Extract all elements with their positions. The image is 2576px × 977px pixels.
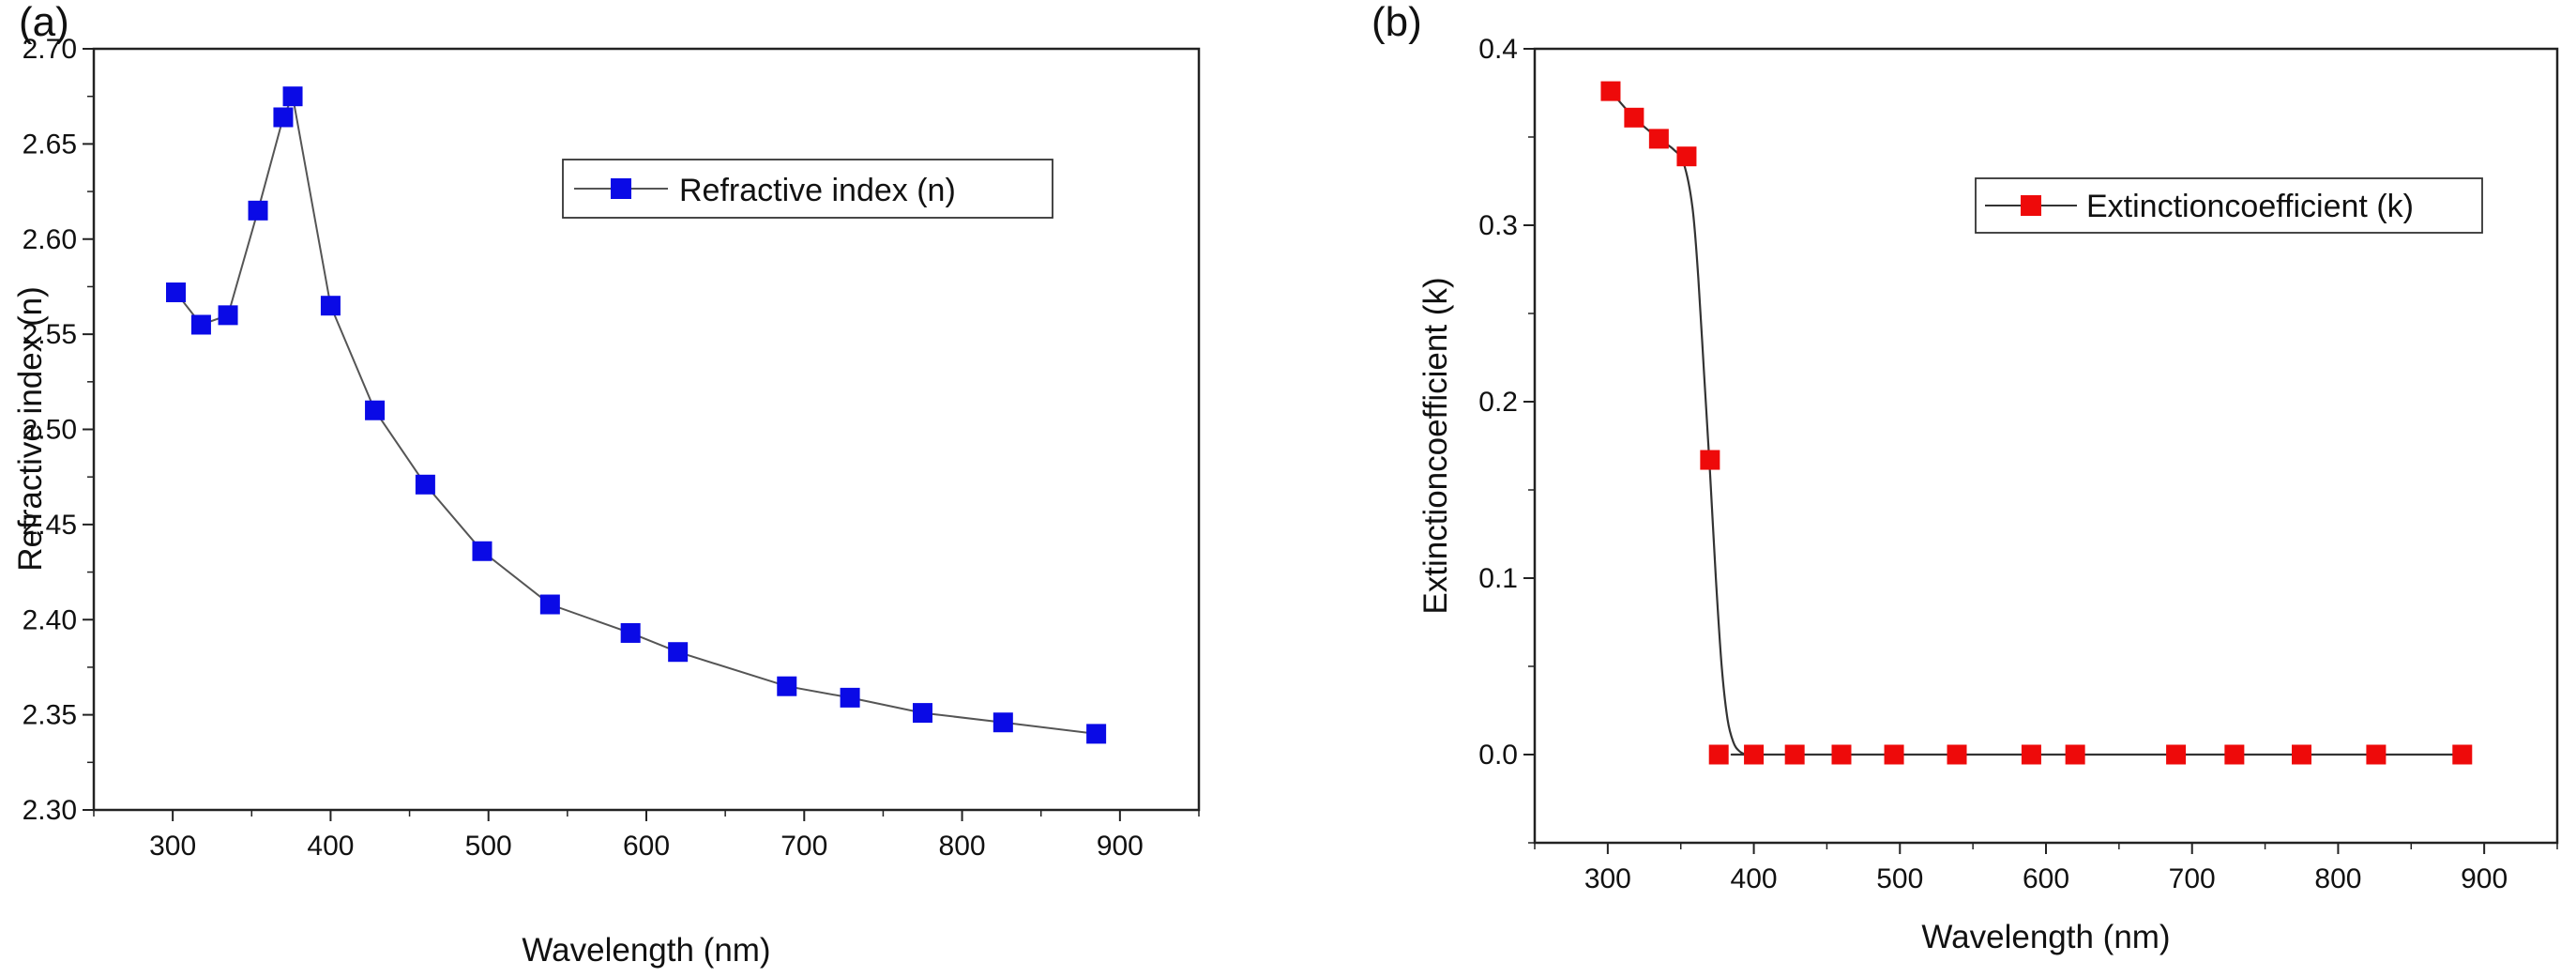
panel-b-y-tick-label: 0.2	[1478, 387, 1518, 418]
panel-b-data-point	[2292, 744, 2311, 765]
panel-b-data-point	[1884, 744, 1904, 765]
panel-b-data-point	[1700, 450, 1720, 470]
panel-a-refractive-index: (a) 300 400 500 600 700 800 900 2.30 2.35 2.40 2.4…	[12, 0, 1201, 969]
panel-b-data-point	[2166, 744, 2187, 765]
panel-a-x-tick-label: 800	[939, 831, 986, 862]
panel-a-label: (a)	[19, 0, 69, 45]
panel-a-x-axis-title: Wavelength (nm)	[522, 932, 770, 969]
panel-b-data-point	[2452, 744, 2473, 765]
panel-b-y-tick-label: 0.3	[1478, 210, 1518, 241]
panel-a-data-point	[472, 541, 492, 561]
panel-a-data-point	[668, 642, 689, 663]
panel-b-extinction-coefficient: (b) 300 400 500 600 700 800 900 0.0 0.1 0.2 0.3 0.4…	[1371, 0, 2559, 955]
panel-b-data-point	[1624, 107, 1644, 128]
panel-a-y-tick-label: 2.50	[23, 415, 77, 446]
panel-a-data-point	[415, 474, 435, 495]
panel-b-x-axis-title: Wavelength (nm)	[1921, 919, 2170, 955]
panel-b-y-tick-label: 0.4	[1478, 34, 1518, 65]
panel-a-data-point	[273, 107, 294, 128]
panel-b-data-point	[2021, 744, 2041, 765]
panel-a-data-point	[190, 314, 211, 335]
panel-a-y-tick-label: 2.30	[23, 795, 77, 826]
panel-b-data-point	[1600, 81, 1621, 101]
panel-b-label: (b)	[1371, 0, 1422, 45]
panel-b-x-tick-label: 700	[2169, 863, 2216, 894]
panel-a-x-tick-label: 400	[307, 831, 354, 862]
panel-a-y-axis-title: Refractive index (n)	[12, 286, 49, 571]
panel-b-data-point	[1947, 744, 1967, 765]
panel-a-data-point	[248, 200, 268, 221]
panel-b-data-point	[1784, 744, 1805, 765]
panel-b-x-tick-label: 400	[1731, 863, 1778, 894]
panel-b-legend: Extinctioncoefficient (k)	[1975, 177, 2483, 234]
panel-b-data-point	[1648, 129, 1669, 149]
panel-a-data-point	[620, 622, 641, 643]
panel-b-y-tick-label: 0.1	[1478, 563, 1518, 594]
panel-a-y-tick-label: 2.55	[23, 319, 77, 350]
panel-a-data-point	[282, 86, 303, 107]
panel-a-y-tick-label: 2.70	[23, 34, 77, 65]
panel-b-x-tick-label: 800	[2314, 863, 2361, 894]
panel-a-y-tick-label: 2.60	[23, 224, 77, 255]
panel-a-x-tick-label: 500	[465, 831, 512, 862]
panel-a-legend-label: Refractive index (n)	[679, 173, 956, 208]
panel-a-data-point	[777, 676, 797, 696]
panel-b-data-point	[2065, 744, 2085, 765]
panel-b-x-tick-label: 500	[1876, 863, 1923, 894]
panel-b-data-point	[1708, 744, 1729, 765]
panel-b-x-tick-label: 300	[1584, 863, 1631, 894]
panel-a-y-tick-label: 2.35	[23, 700, 77, 731]
panel-a-y-tick-label: 2.65	[23, 129, 77, 160]
panel-a-data-point	[1086, 724, 1107, 744]
panel-a-x-tick-label: 700	[780, 831, 827, 862]
panel-a-y-tick-label: 2.40	[23, 604, 77, 635]
panel-b-data-point	[1676, 146, 1697, 167]
panel-a-data-point	[913, 703, 932, 724]
panel-b-data-point	[1831, 744, 1852, 765]
panel-b-data-point	[2224, 744, 2245, 765]
panel-b-legend-label: Extinctioncoefficient (k)	[2086, 189, 2414, 224]
panel-a-series-line	[174, 93, 1097, 735]
panel-b-data-point	[2366, 744, 2387, 765]
panel-a-legend: Refractive index (n)	[562, 159, 1053, 219]
panel-a-data-point	[539, 594, 560, 615]
panel-b-data-point	[1744, 744, 1765, 765]
panel-a-x-tick-label: 300	[149, 831, 196, 862]
panel-a-data-point	[320, 296, 341, 316]
panel-b-x-tick-label: 600	[2023, 863, 2069, 894]
panel-a-data-point	[993, 712, 1013, 733]
panel-a-data-point	[218, 305, 238, 326]
panel-a-data-point	[166, 282, 187, 303]
panel-b-x-tick-label: 900	[2461, 863, 2508, 894]
panel-a-x-tick-label: 900	[1097, 831, 1144, 862]
panel-a-y-tick-label: 2.45	[23, 510, 77, 541]
panel-a-legend-marker	[611, 178, 631, 199]
panel-b-legend-marker	[2021, 195, 2041, 216]
panel-a-data-point	[840, 687, 860, 708]
panel-a-x-tick-label: 600	[623, 831, 670, 862]
panel-b-y-axis-title: Extinctioncoefficient (k)	[1417, 277, 1454, 614]
panel-b-plot-frame	[1533, 47, 2559, 845]
panel-b-y-tick-label: 0.0	[1478, 740, 1518, 771]
panel-a-data-point	[365, 400, 386, 420]
